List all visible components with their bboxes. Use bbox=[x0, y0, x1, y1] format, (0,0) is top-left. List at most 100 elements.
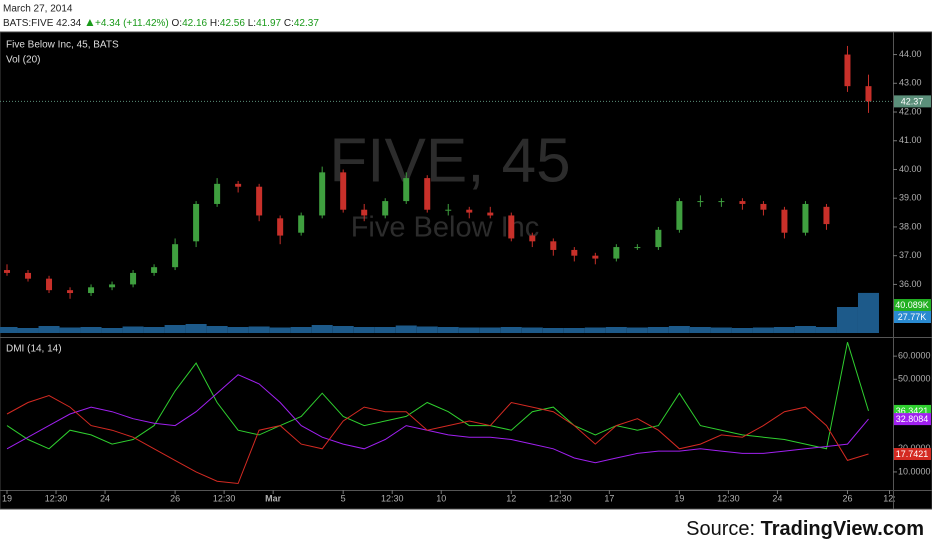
up-arrow bbox=[86, 19, 94, 26]
volume-bar bbox=[332, 326, 354, 333]
dmi-title: DMI (14, 14) bbox=[6, 344, 62, 355]
x-tick-label: 10 bbox=[436, 493, 446, 503]
candle-body bbox=[739, 201, 746, 204]
x-tick-label: 26 bbox=[842, 493, 852, 503]
change: +4.34 (+11.42%) bbox=[95, 18, 169, 29]
y-tick-label: 41.00 bbox=[899, 135, 922, 145]
volume-bar bbox=[143, 327, 165, 333]
candle-body bbox=[403, 178, 410, 202]
candle-body bbox=[130, 272, 137, 285]
volume-bar bbox=[710, 327, 732, 333]
high-value: 42.56 bbox=[220, 18, 245, 29]
volume-last-label: 40.089K bbox=[895, 300, 929, 310]
volume-bar bbox=[584, 327, 606, 333]
candle-body bbox=[466, 209, 473, 213]
dmi-line bbox=[6, 342, 869, 450]
candle-body bbox=[382, 201, 389, 216]
candle-body bbox=[277, 218, 284, 236]
chart-title: Five Below Inc, 45, BATS bbox=[6, 40, 119, 51]
y-tick-label: 39.00 bbox=[899, 193, 922, 203]
candle-body bbox=[760, 203, 767, 210]
volume-bar bbox=[605, 327, 627, 333]
x-tick-label: 12:30 bbox=[549, 493, 572, 503]
x-tick-label: 24 bbox=[772, 493, 782, 503]
volume-bar bbox=[647, 327, 669, 333]
candle-body bbox=[424, 178, 431, 210]
volume-bar bbox=[206, 326, 228, 333]
volume-bar bbox=[773, 327, 795, 333]
candle-body bbox=[151, 267, 158, 273]
volume-bar bbox=[164, 325, 186, 333]
volume-bar bbox=[248, 326, 270, 333]
candle-body bbox=[697, 201, 704, 203]
last-price-label-box bbox=[894, 95, 931, 108]
price: 42.34 bbox=[56, 18, 81, 29]
dmi-tick-label: 50.0000 bbox=[898, 374, 931, 384]
x-tick-label: Mar bbox=[265, 493, 282, 503]
date: March 27, 2014 bbox=[3, 4, 73, 15]
high-label: H: bbox=[210, 18, 220, 29]
candle-body bbox=[109, 284, 116, 288]
y-tick-label: 40.00 bbox=[899, 164, 922, 174]
candle-body bbox=[844, 54, 851, 87]
candle-body bbox=[487, 212, 494, 216]
candle-body bbox=[823, 206, 830, 225]
candle-body bbox=[802, 203, 809, 233]
y-tick-label: 44.00 bbox=[899, 49, 922, 59]
volume-ma-label: 27.77K bbox=[898, 312, 927, 322]
candle-body bbox=[634, 247, 641, 249]
source-brand: TradingView.com bbox=[761, 518, 924, 540]
volume-last-label-box bbox=[894, 299, 931, 311]
dmi-last-label: 36.3421 bbox=[896, 406, 929, 416]
volume-bar bbox=[227, 327, 249, 333]
volume-bar bbox=[479, 327, 501, 333]
volume-bar bbox=[185, 324, 207, 333]
y-tick-label: 42.00 bbox=[899, 106, 922, 116]
volume-bar bbox=[290, 327, 312, 333]
candle-body bbox=[718, 201, 725, 203]
x-tick-label: 17 bbox=[604, 493, 614, 503]
candle-body bbox=[529, 235, 536, 242]
candle-body bbox=[67, 290, 74, 294]
dmi-tick-label: 10.0000 bbox=[898, 466, 931, 476]
candle-body bbox=[550, 241, 557, 250]
volume-bar bbox=[794, 326, 816, 333]
volume-bar bbox=[731, 328, 753, 333]
volume-bar bbox=[626, 327, 648, 333]
chart-area bbox=[0, 31, 932, 510]
candle-body bbox=[235, 183, 242, 187]
watermark: FIVE, 45 bbox=[329, 126, 570, 195]
open-label: O: bbox=[172, 18, 183, 29]
volume-bar bbox=[563, 328, 585, 333]
candle-body bbox=[865, 86, 872, 102]
source-prefix: Source: bbox=[686, 518, 760, 540]
x-tick-label: 12:30 bbox=[45, 493, 68, 503]
candle-body bbox=[613, 247, 620, 259]
x-tick-label: 19 bbox=[674, 493, 684, 503]
x-tick-label: 12:30 bbox=[213, 493, 236, 503]
volume-bar bbox=[0, 327, 18, 333]
volume-bar bbox=[374, 327, 396, 333]
volume-bar bbox=[689, 327, 711, 333]
candle-body bbox=[571, 249, 578, 256]
candle-body bbox=[298, 215, 305, 233]
volume-bar bbox=[38, 326, 60, 333]
volume-bar bbox=[815, 327, 837, 333]
volume-bar bbox=[269, 327, 291, 333]
source: Source: TradingView.com bbox=[686, 518, 924, 540]
candle-body bbox=[88, 287, 95, 294]
open-value: 42.16 bbox=[182, 18, 207, 29]
y-tick-label: 37.00 bbox=[899, 250, 922, 260]
x-tick-label: 12:30 bbox=[381, 493, 404, 503]
volume-bar bbox=[353, 327, 375, 333]
y-tick-label: 38.00 bbox=[899, 221, 922, 231]
volume-title: Vol (20) bbox=[6, 55, 40, 66]
candle-body bbox=[193, 203, 200, 242]
close-label: C: bbox=[284, 18, 294, 29]
candle-body bbox=[25, 272, 32, 279]
volume-bar bbox=[836, 307, 858, 333]
candle-body bbox=[256, 186, 263, 216]
volume-bar bbox=[458, 327, 480, 333]
watermark-subtitle: Five Below Inc bbox=[351, 212, 540, 244]
